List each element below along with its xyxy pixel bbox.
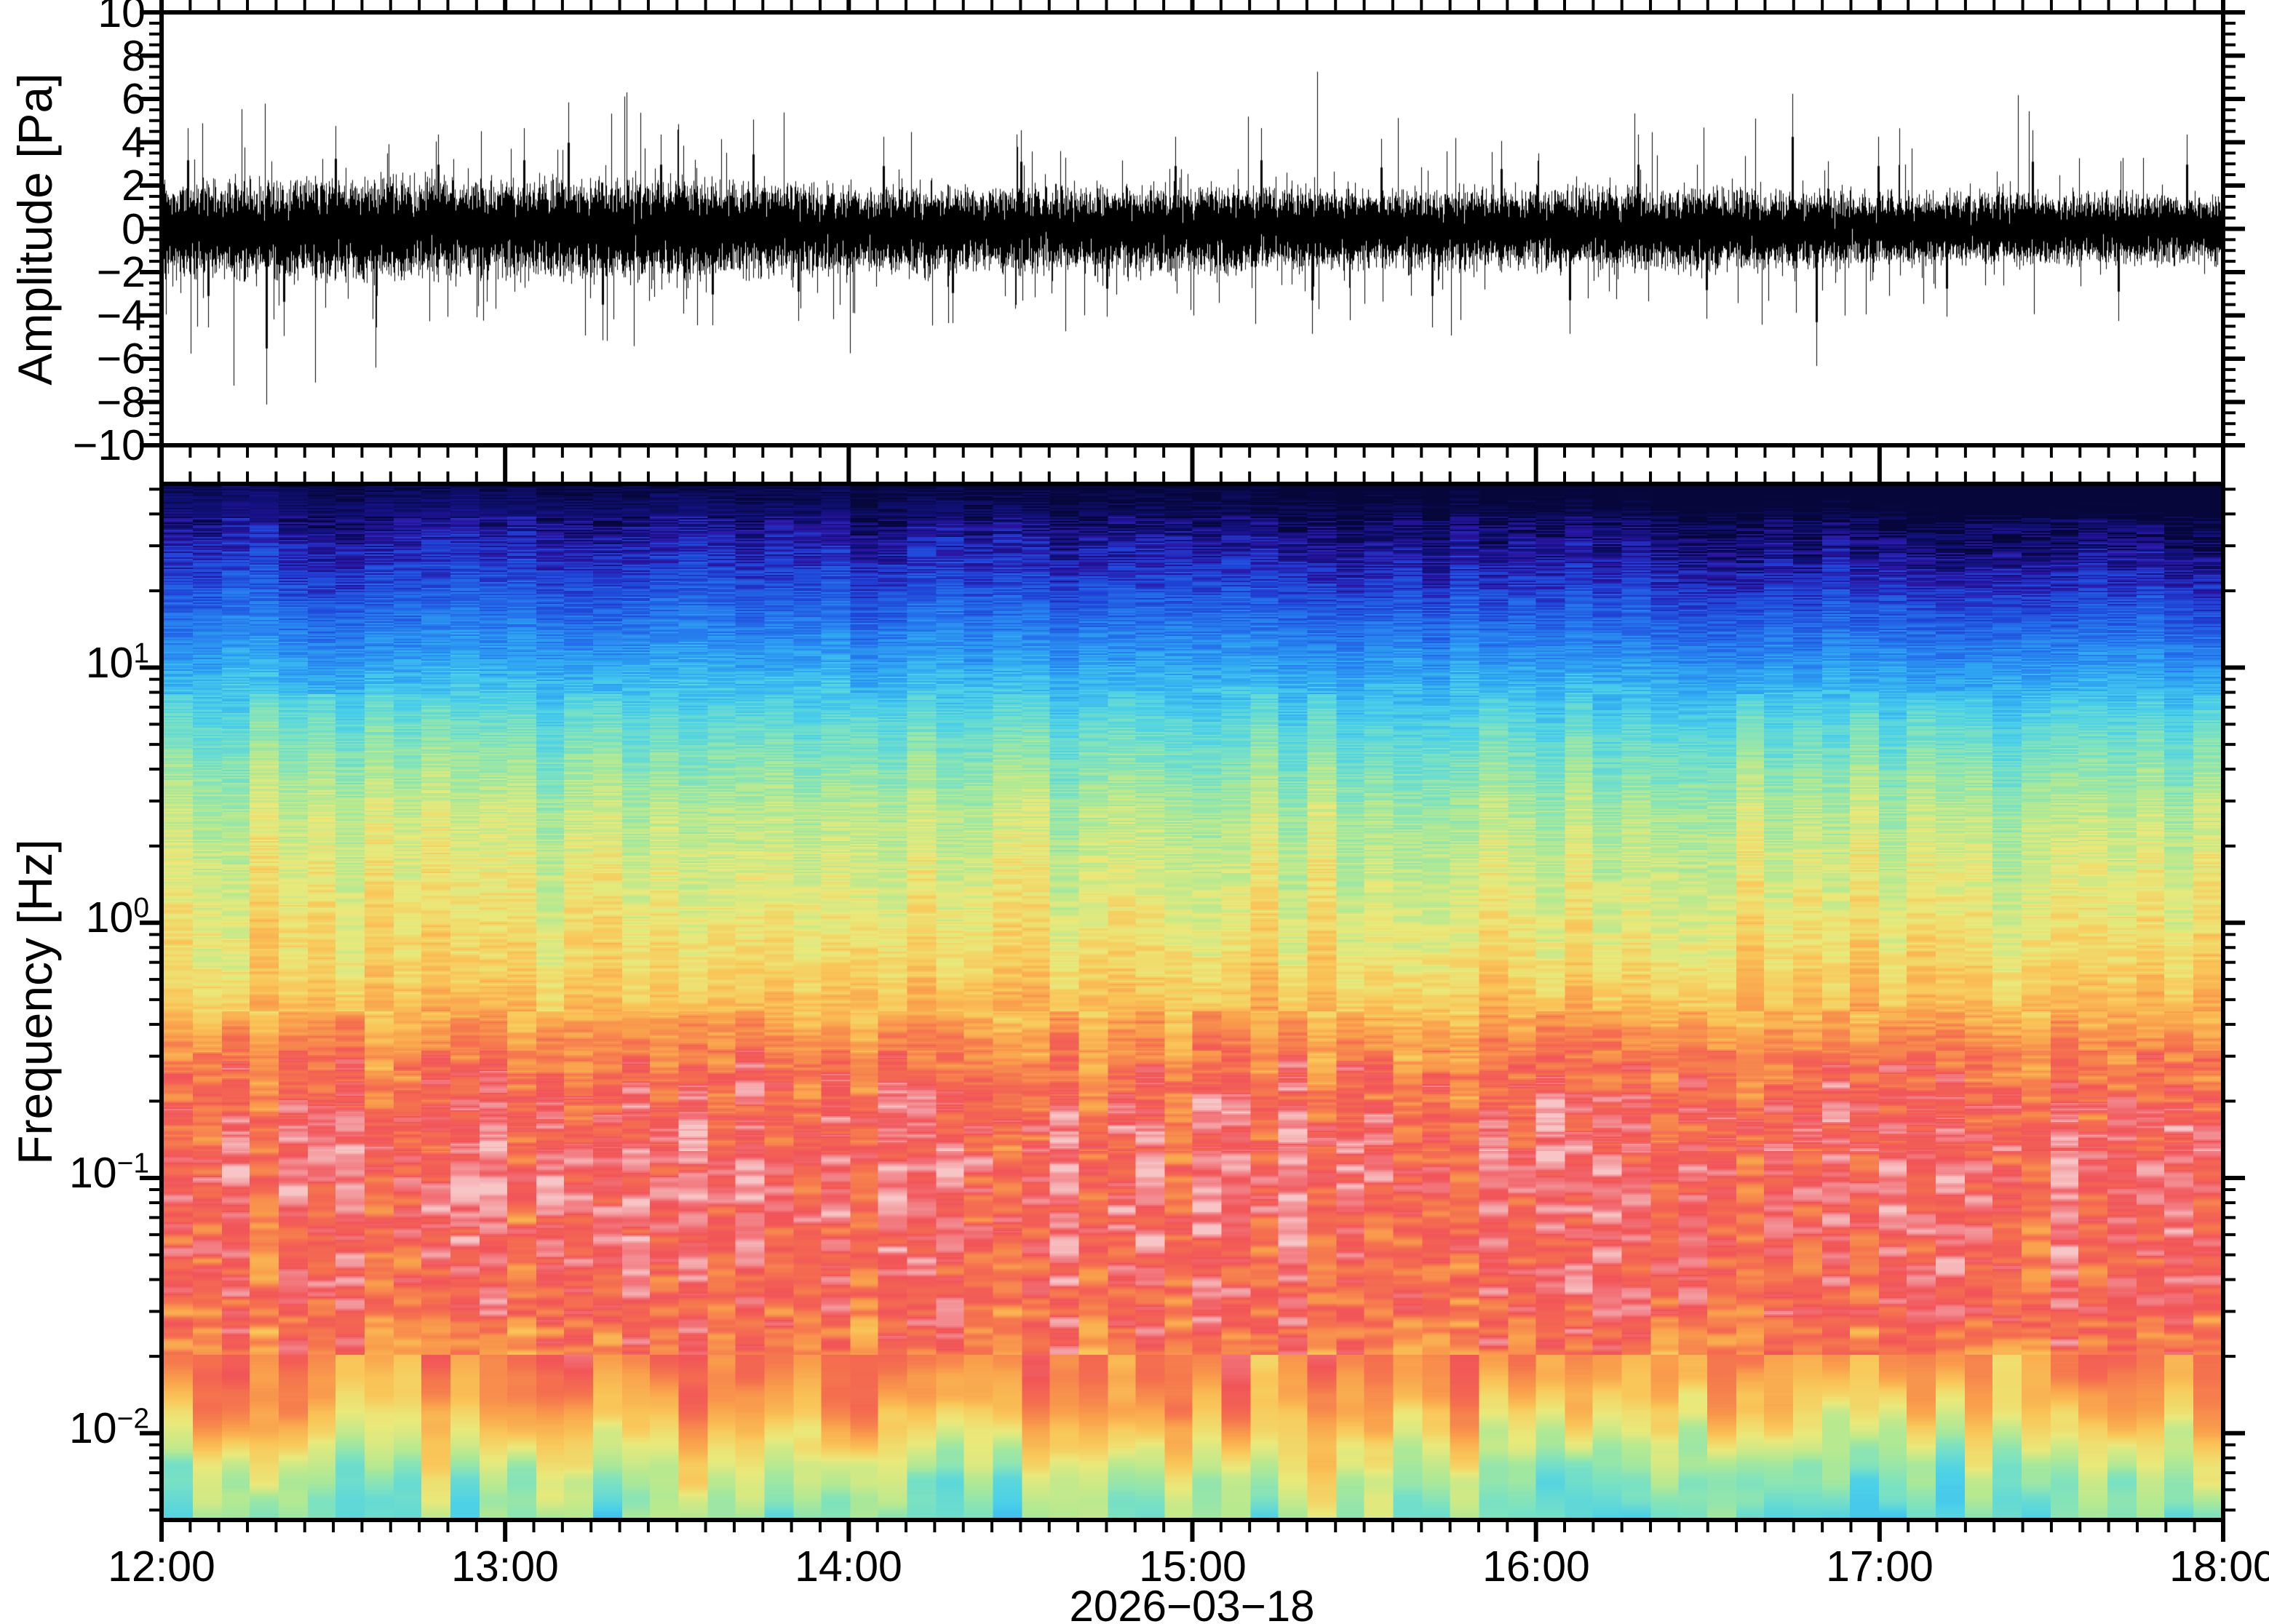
waveform-plot-canvas [164,15,2221,443]
x-axis-date-label: 2026−03−18 [1069,1582,1315,1624]
x-axis-time-tick-label: 13:00 [451,1543,559,1591]
amplitude-ytick-label: 4 [122,119,146,167]
amplitude-ytick-label: −6 [96,335,146,383]
amplitude-ytick-label: 0 [122,205,146,253]
frequency-decade-label: 100 [85,892,149,942]
x-axis-time-tick-label: 14:00 [795,1543,902,1591]
x-axis-time-tick-label: 16:00 [1482,1543,1590,1591]
x-axis-time-tick-label: 18:00 [2169,1543,2269,1591]
frequency-decade-label: 10−2 [68,1403,149,1452]
amplitude-ytick-label: −10 [72,421,146,469]
x-axis-time-tick-label: 12:00 [108,1543,215,1591]
x-axis-time-tick-label: 17:00 [1826,1543,1934,1591]
amplitude-ytick-label: −2 [96,248,146,296]
frequency-decade-label: 101 [85,637,149,687]
amplitude-ytick-label: 6 [122,75,146,123]
amplitude-ytick-label: 2 [122,162,146,210]
spectrogram-plot-canvas [164,486,2221,1518]
amplitude-ytick-label: −4 [96,292,146,340]
spectrogram-y-axis-title: Frequency [Hz] [8,839,62,1165]
frequency-decade-label: 10−1 [68,1147,149,1197]
amplitude-ytick-label: 8 [122,32,146,80]
amplitude-ytick-label: 10 [98,0,146,36]
amplitude-ytick-label: −8 [96,378,146,426]
x-axis-time-tick-label: 15:00 [1139,1543,1247,1591]
